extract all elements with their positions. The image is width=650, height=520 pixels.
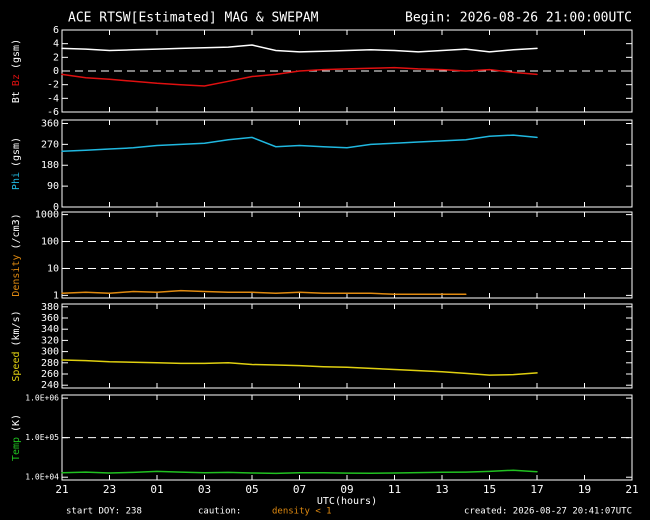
y-tick-label: 1.0E+05 [25, 433, 59, 442]
y-tick-label: 320 [41, 335, 59, 346]
y-tick-label: -6 [47, 107, 59, 118]
x-tick-label: 01 [150, 483, 163, 496]
y-tick-label: 0 [53, 66, 59, 77]
y-tick-label: 100 [41, 237, 59, 248]
y-tick-label: 260 [41, 369, 59, 380]
chart-title: ACE RTSW[Estimated] MAG & SWEPAM [68, 11, 319, 26]
y-tick-label: 380 [41, 302, 59, 313]
y-tick-label: 0 [53, 202, 59, 213]
y-tick-label: -2 [47, 80, 59, 91]
y-axis-label-part: (/cm3) [11, 213, 22, 249]
y-axis-label: Temp (K) [11, 414, 22, 461]
density-note: density < 1 [272, 507, 332, 517]
x-tick-label: 23 [103, 483, 116, 496]
y-axis-label-part: Bt [11, 91, 22, 103]
x-tick-label: 03 [198, 483, 211, 496]
x-tick-label: 17 [530, 483, 543, 496]
x-axis-label: UTC(hours) [317, 496, 377, 507]
y-axis-label: Speed (km/s) [11, 310, 22, 381]
series-line [62, 290, 623, 294]
series-line [62, 135, 623, 151]
y-axis-label-part: Speed [11, 352, 22, 382]
x-tick-label: 09 [340, 483, 353, 496]
y-tick-label: 340 [41, 324, 59, 335]
series-line [62, 360, 623, 375]
y-tick-label: 1000 [35, 210, 59, 221]
begin-time: Begin: 2026-08-26 21:00:00UTC [405, 11, 632, 26]
series-line [61, 469, 538, 475]
x-tick-label: 11 [388, 483, 401, 496]
y-tick-label: 4 [53, 39, 59, 50]
series-line [62, 44, 623, 52]
y-tick-label: 360 [41, 118, 59, 129]
y-axis-label: Bt Bz (gsm) [11, 39, 22, 103]
caution: caution: [198, 507, 241, 517]
y-tick-label: 1.0E+04 [25, 473, 59, 482]
y-tick-label: 1.0E+06 [25, 394, 59, 403]
y-axis-label: Phi (gsm) [11, 137, 22, 190]
series-line [62, 68, 623, 86]
y-axis-label-part: Phi [11, 172, 22, 190]
x-tick-label: 21 [55, 483, 68, 496]
y-axis-label-part: (K) [11, 414, 22, 432]
y-tick-label: 300 [41, 347, 59, 358]
y-axis-label-part: (km/s) [11, 310, 22, 346]
y-tick-label: 6 [53, 25, 59, 36]
start-doy: start DOY: 238 [66, 507, 142, 517]
y-tick-label: 2 [53, 52, 59, 63]
y-axis-label: Density (/cm3) [11, 213, 22, 296]
y-tick-label: 240 [41, 380, 59, 391]
y-axis-label-part: Bz [11, 74, 22, 86]
x-tick-label: 05 [245, 483, 258, 496]
created-time: created: 2026-08-27 20:41:07UTC [464, 507, 632, 517]
y-axis-label-part: Density [11, 254, 22, 296]
x-tick-label: 13 [435, 483, 448, 496]
y-tick-label: -4 [47, 93, 59, 104]
y-tick-label: 360 [41, 313, 59, 324]
y-tick-label: 180 [41, 160, 59, 171]
x-tick-label: 21 [625, 483, 638, 496]
y-tick-label: 90 [47, 181, 59, 192]
panel-frame [61, 119, 633, 208]
y-tick-label: 10 [47, 263, 59, 274]
panel-frame [61, 303, 633, 389]
y-axis-label-part: Temp [11, 437, 22, 461]
x-tick-label: 19 [578, 483, 591, 496]
y-axis-label-part: (gsm) [11, 137, 22, 167]
x-tick-label: 15 [483, 483, 496, 496]
y-tick-label: 1 [53, 290, 59, 301]
panel-frame [61, 211, 633, 299]
y-axis-label-part: (gsm) [11, 39, 22, 69]
y-tick-label: 280 [41, 358, 59, 369]
x-tick-label: 07 [293, 483, 306, 496]
y-tick-label: 270 [41, 139, 59, 150]
